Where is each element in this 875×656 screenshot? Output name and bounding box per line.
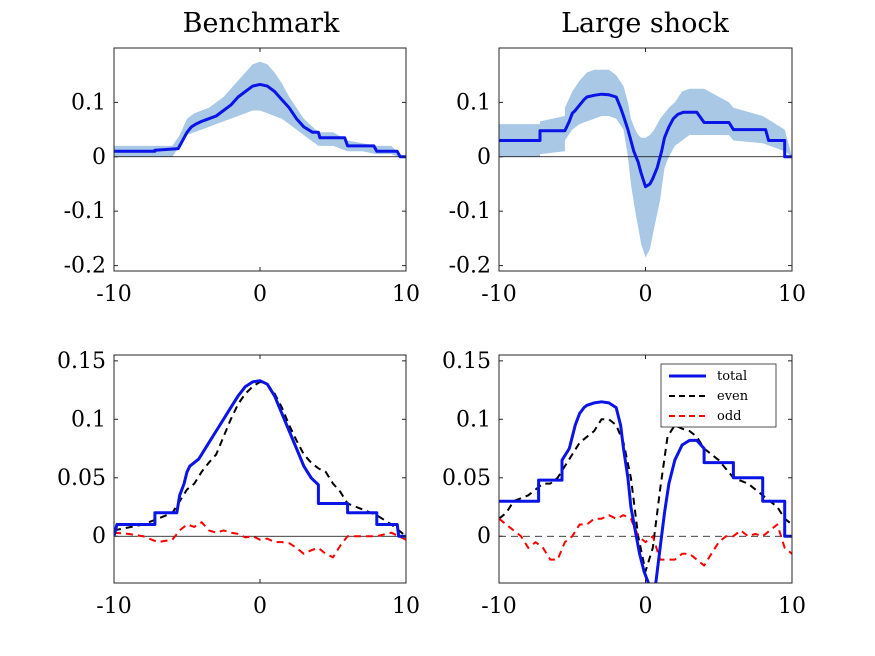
x-tick-label: -10 [481,282,516,307]
plot-area [114,379,406,559]
series-line-odd [114,521,406,559]
panel-title: Benchmark [183,8,340,39]
series-line-total [499,400,792,583]
x-tick-label: -10 [481,594,516,619]
x-tick-label: 10 [392,594,420,619]
series-line-even [114,380,406,537]
y-tick-label: 0 [92,524,106,549]
y-tick-label: 0.1 [71,90,106,115]
legend-label: total [717,369,747,384]
x-tick-label: 0 [253,594,267,619]
series-line-odd [499,514,792,567]
x-tick-label: 0 [639,594,653,619]
y-tick-label: 0 [477,145,491,170]
panel-title: Large shock [561,8,729,39]
x-tick-label: 0 [253,282,267,307]
y-tick-label: 0.15 [57,349,106,374]
y-tick-label: 0.1 [71,407,106,432]
confidence-band [499,69,792,258]
plot-area [499,400,792,583]
x-tick-label: -10 [96,594,131,619]
legend-label: odd [717,409,741,424]
legend: total even odd [660,363,777,428]
panel-benchmark-top: Benchmark -10 0 10 -0.2 -0.1 0 0.1 [64,8,420,307]
plot-area [114,61,406,159]
x-tick-label: 10 [778,282,806,307]
y-tick-label: 0.1 [456,90,491,115]
y-tick-label: 0 [92,145,106,170]
y-tick-label: -0.2 [449,254,491,279]
y-tick-label: 0 [477,524,491,549]
series-line-total [499,92,792,189]
y-tick-label: 0.05 [442,466,491,491]
confidence-band [114,61,406,157]
series-line-total [114,82,406,159]
x-tick-label: 0 [639,282,653,307]
series-line-even [499,418,792,573]
y-tick-label: 0.05 [57,466,106,491]
y-tick-label: -0.2 [64,254,106,279]
panel-benchmark-bottom: -10 0 10 0 0.05 0.1 0.15 [57,349,420,619]
plot-area [499,69,792,258]
axes-frame [113,354,407,584]
series-line-total [114,379,406,538]
y-tick-label: 0.15 [442,349,491,374]
panel-large-shock-bottom: -10 0 10 0 0.05 0.1 0.15 total even odd [442,349,806,619]
y-tick-label: -0.1 [64,199,106,224]
y-tick-label: 0.1 [456,407,491,432]
x-tick-label: -10 [96,282,131,307]
legend-label: even [717,389,749,404]
x-tick-label: 10 [392,282,420,307]
panel-large-shock-top: Large shock -10 0 10 -0.2 -0.1 0 0.1 [449,8,806,307]
x-tick-label: 10 [778,594,806,619]
y-tick-label: -0.1 [449,199,491,224]
